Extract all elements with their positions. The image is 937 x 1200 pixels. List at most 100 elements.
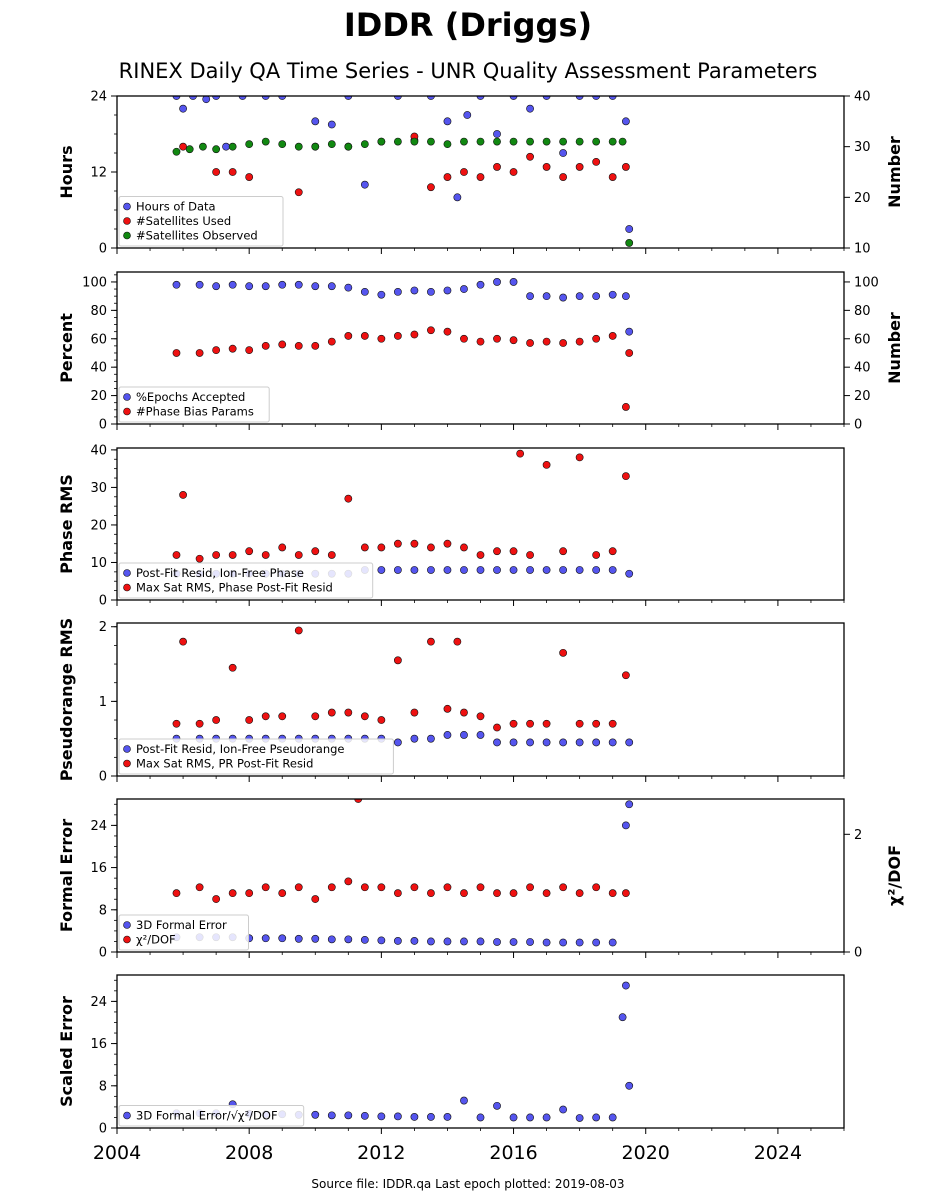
data-point: [195, 349, 204, 357]
data-point: [493, 163, 501, 171]
data-point: [311, 341, 320, 350]
data-point: [608, 290, 617, 299]
data-point: [559, 738, 568, 747]
data-point: [172, 551, 181, 559]
y-tick-label: 24: [90, 819, 107, 834]
data-point: [575, 889, 584, 898]
data-point: [526, 339, 534, 347]
legend-marker: [123, 745, 131, 753]
data-point: [228, 551, 237, 559]
data-point: [427, 937, 435, 946]
data-point: [327, 883, 336, 892]
data-point: [377, 936, 386, 945]
data-point: [509, 938, 518, 946]
data-point: [575, 1114, 584, 1122]
y-tick-label: 24: [90, 995, 107, 1010]
data-point: [542, 337, 551, 346]
y-tick-label: 0: [99, 594, 107, 609]
legend-entry: #Satellites Observed: [136, 229, 258, 243]
data-point: [542, 460, 551, 469]
data-point: [261, 883, 270, 892]
data-point: [443, 539, 452, 548]
x-axis: 2004 2008 2012 2016 2020 2024: [93, 1142, 802, 1164]
legend-marker: [123, 231, 131, 240]
data-point: [559, 648, 568, 657]
x-tick-label: 2012: [357, 1142, 405, 1164]
data-point: [493, 889, 501, 898]
y-axis-label: Hours: [57, 145, 76, 198]
data-point: [443, 286, 452, 295]
data-point: [360, 712, 369, 721]
legend-entry: 3D Formal Error/√χ²/DOF: [136, 1109, 278, 1123]
data-point: [622, 403, 630, 411]
data-point: [476, 883, 485, 892]
data-point: [526, 883, 534, 892]
data-point: [476, 712, 485, 721]
data-point: [592, 566, 601, 574]
data-point: [575, 292, 584, 301]
data-point: [625, 349, 634, 357]
y-tick-label: 10: [90, 556, 107, 571]
data-point: [278, 340, 287, 349]
data-point: [294, 142, 303, 151]
data-point: [493, 278, 501, 286]
data-point: [625, 569, 634, 578]
data-point: [427, 1113, 435, 1121]
data-point: [327, 140, 336, 149]
y-axis-label: Pseudorange RMS: [57, 618, 76, 781]
data-point: [493, 738, 501, 747]
data-point: [410, 883, 419, 892]
y2-tick-label: 100: [854, 275, 879, 290]
data-point: [476, 280, 485, 289]
data-point: [542, 137, 551, 146]
legend-marker: [123, 759, 131, 768]
data-point: [393, 332, 402, 340]
data-point: [327, 708, 336, 717]
y2-tick-label: 2: [854, 828, 862, 843]
data-point: [542, 163, 551, 171]
y-tick-label: 16: [90, 861, 107, 876]
data-point: [592, 1113, 601, 1122]
data-point: [261, 137, 270, 146]
y-axis-label: Formal Error: [57, 819, 76, 932]
data-point: [526, 738, 534, 747]
data-point: [443, 140, 452, 149]
y-tick-label: 8: [99, 903, 107, 918]
data-point: [592, 292, 601, 301]
data-point: [476, 551, 485, 559]
data-point: [344, 877, 353, 886]
data-point: [608, 1113, 617, 1122]
data-point: [344, 142, 353, 151]
data-point: [592, 719, 601, 728]
data-point: [228, 663, 237, 672]
data-point: [618, 137, 627, 146]
data-point: [592, 137, 601, 146]
y2-tick-label: 0: [854, 946, 862, 961]
data-point: [460, 543, 468, 552]
data-point: [278, 934, 287, 943]
data-point: [172, 349, 181, 357]
data-point: [311, 712, 320, 721]
panel-2-points: [172, 278, 634, 411]
data-point: [559, 339, 568, 347]
legend: Post-Fit Resid, Ion-Free PseudorangeMax …: [118, 738, 394, 775]
data-point: [575, 137, 584, 146]
data-point: [311, 282, 320, 291]
y-tick-label: 40: [90, 361, 107, 376]
data-point: [460, 334, 468, 343]
data-point: [179, 104, 187, 113]
data-point: [559, 566, 568, 574]
data-point: [559, 547, 568, 556]
data-point: [625, 800, 634, 809]
data-point: [344, 1111, 353, 1120]
data-point: [360, 883, 369, 892]
data-point: [592, 157, 601, 166]
data-point: [344, 708, 353, 717]
legend: %Epochs Accepted#Phase Bias Params: [118, 386, 270, 423]
data-point: [463, 111, 472, 119]
data-point: [559, 883, 568, 892]
data-point: [516, 449, 525, 458]
data-point: [622, 981, 630, 990]
